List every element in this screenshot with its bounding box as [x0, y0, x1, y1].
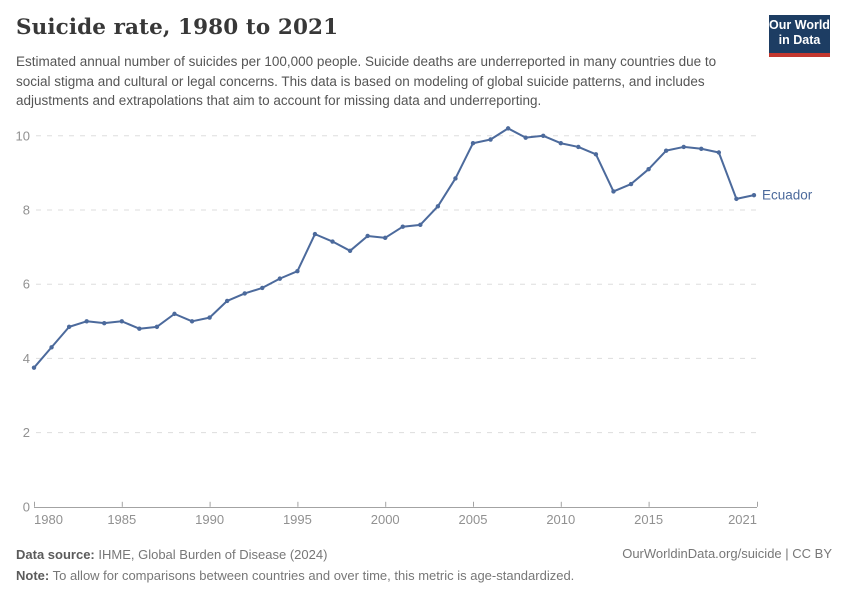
data-point[interactable]: [488, 137, 493, 142]
owid-logo-line2: in Data: [778, 33, 821, 48]
note-line: Note: To allow for comparisons between c…: [16, 565, 616, 586]
data-point[interactable]: [102, 320, 107, 326]
y-axis-tick-label: 4: [23, 351, 30, 366]
data-point[interactable]: [260, 285, 265, 291]
y-axis-tick-label: 6: [23, 277, 30, 292]
data-point[interactable]: [224, 298, 230, 304]
y-axis-tick-label: 10: [16, 128, 30, 143]
data-point[interactable]: [312, 231, 318, 237]
x-axis-tick-label: 2005: [459, 512, 488, 527]
series-line[interactable]: [33, 127, 755, 369]
y-axis-tick-label: 2: [23, 425, 30, 440]
data-point[interactable]: [189, 319, 195, 324]
note-text: To allow for comparisons between countri…: [49, 568, 575, 584]
data-point[interactable]: [435, 204, 441, 209]
data-point[interactable]: [523, 135, 528, 140]
series-end-label[interactable]: Ecuador: [762, 188, 813, 203]
data-point[interactable]: [365, 233, 370, 239]
chart-subtitle: Estimated annual number of suicides per …: [16, 54, 717, 109]
data-point[interactable]: [137, 326, 142, 331]
x-axis-tick-label: 2021: [728, 512, 757, 527]
data-point[interactable]: [646, 166, 651, 172]
footer-left: Data source: IHME, Global Burden of Dise…: [16, 544, 616, 586]
note-label: Note:: [16, 568, 50, 584]
data-point[interactable]: [681, 144, 686, 150]
data-point[interactable]: [31, 365, 37, 370]
data-point[interactable]: [347, 248, 353, 254]
data-point[interactable]: [172, 311, 177, 317]
x-axis-tick-label: 1995: [283, 512, 312, 527]
data-point[interactable]: [84, 319, 89, 324]
data-point[interactable]: [505, 126, 511, 131]
data-point[interactable]: [154, 324, 160, 330]
y-axis-tick-label: 8: [23, 203, 30, 218]
x-axis-tick-label: 1985: [107, 512, 136, 527]
data-point[interactable]: [400, 224, 405, 229]
x-axis-tick-label: 1980: [34, 512, 63, 527]
line-chart: 0 2 4 6 8 10 1980 1985 1990 1995 2000 2005 2010 2015 2…: [16, 126, 813, 527]
data-point[interactable]: [295, 269, 300, 274]
data-point[interactable]: [119, 319, 125, 324]
data-source-label: Data source:: [16, 547, 95, 562]
data-point[interactable]: [66, 324, 72, 330]
y-axis-tick-label: 0: [23, 499, 30, 514]
x-axis-tick-label: 2010: [546, 512, 575, 527]
data-point[interactable]: [453, 176, 458, 181]
data-point[interactable]: [734, 196, 739, 202]
data-point[interactable]: [418, 222, 423, 228]
data-source-line: Data source: IHME, Global Burden of Dise…: [16, 544, 616, 565]
data-point[interactable]: [207, 315, 212, 320]
data-point[interactable]: [611, 189, 616, 194]
x-axis-tick-label: 2000: [371, 512, 400, 527]
x-axis-tick-label: 1990: [195, 512, 224, 527]
footer-citation-link[interactable]: OurWorldinData.org/suicide | CC BY: [622, 546, 832, 561]
data-point[interactable]: [576, 144, 581, 150]
x-axis-tick-label: 2015: [634, 512, 663, 527]
data-point[interactable]: [470, 141, 476, 146]
data-point[interactable]: [277, 276, 283, 281]
data-point[interactable]: [242, 291, 247, 296]
data-point[interactable]: [663, 148, 669, 153]
data-point[interactable]: [541, 133, 546, 138]
data-point[interactable]: [558, 141, 563, 146]
owid-logo-line1: Our World: [769, 18, 830, 32]
data-point[interactable]: [751, 192, 757, 198]
data-point[interactable]: [699, 146, 704, 151]
owid-logo[interactable]: Our World in Data: [769, 15, 830, 57]
data-point[interactable]: [593, 152, 599, 157]
data-point[interactable]: [330, 239, 335, 244]
page-title: Suicide rate, 1980 to 2021: [16, 15, 339, 40]
data-point[interactable]: [716, 150, 722, 155]
data-point[interactable]: [628, 181, 634, 187]
data-point[interactable]: [383, 235, 388, 241]
data-point[interactable]: [49, 345, 54, 350]
data-source-text: IHME, Global Burden of Disease (2024): [94, 547, 328, 562]
